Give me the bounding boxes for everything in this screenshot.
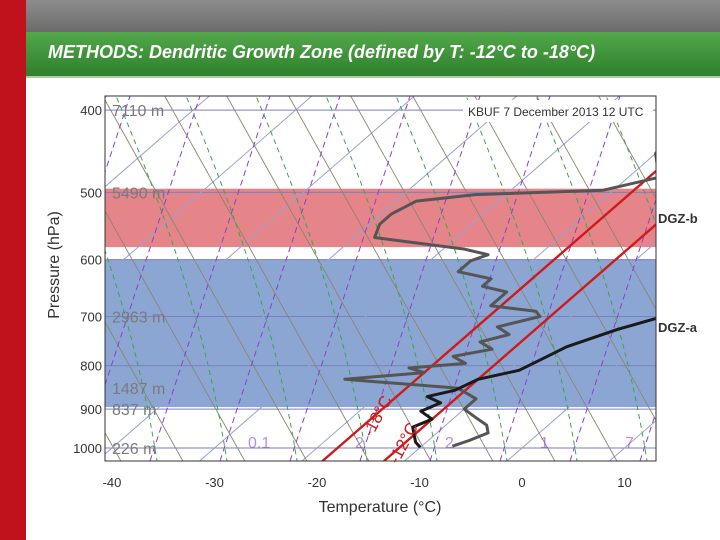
height-label: 7110 m (112, 103, 164, 120)
pressure-label-bg (60, 399, 104, 419)
dry-adiabat-line (105, 320, 184, 461)
mixing-ratio-line (219, 96, 341, 461)
moist-adiabat-line (105, 248, 158, 461)
x-axis-label: Temperature (°C) (319, 499, 442, 516)
chart-title-box (463, 100, 653, 122)
isotherm-minus12-line (382, 222, 656, 461)
pressure-label-bg (60, 438, 104, 457)
pressure-label-bg (60, 182, 104, 202)
isotherm-line (506, 330, 656, 461)
moist-adiabat-line (185, 96, 298, 461)
pressure-tick-label: 700 (80, 309, 102, 324)
temperature-trace (411, 316, 656, 449)
moist-adiabat-line (650, 36, 720, 481)
dry-adiabat-line (226, 96, 432, 461)
pressure-tick-label: 500 (80, 185, 102, 200)
dry-adiabat-line (412, 96, 618, 461)
pressure-label-bg (60, 249, 104, 269)
height-label: 226 m (112, 441, 156, 458)
pressure-tick-label: 600 (80, 253, 102, 268)
mixing-ratio-line (105, 96, 131, 174)
mixing-ratio-line (359, 96, 481, 461)
isotherm-line (105, 96, 313, 277)
slide-title: METHODS: Dendritic Growth Zone (defined … (48, 42, 596, 62)
mixing-ratio-line (710, 96, 720, 461)
isotherm-line (198, 96, 621, 461)
x-tick-label: -40 (103, 475, 122, 490)
isotherm-line (105, 96, 518, 455)
pressure-label-bg (60, 355, 104, 375)
mixing-ratio-label: 0.1 (248, 435, 270, 452)
mixing-ratio-line (289, 96, 411, 461)
dry-adiabat-line (105, 210, 246, 461)
plot-frame (104, 95, 657, 462)
pressure-tick-label: 400 (80, 103, 102, 118)
mixing-ratio-label: 1 (540, 435, 549, 452)
dry-adiabat-line (474, 96, 656, 422)
x-tick-label: -20 (308, 475, 327, 490)
moist-adiabat-line (115, 96, 228, 461)
dry-adiabat-line (105, 99, 308, 461)
moist-adiabat-line (395, 96, 508, 461)
mixing-ratio-label: 2 (445, 435, 454, 452)
pressure-label-bg (60, 306, 104, 326)
dry-adiabat-line (350, 96, 556, 461)
mixing-ratio-line (499, 96, 621, 461)
height-label: 5490 m (112, 185, 165, 202)
dry-adiabat-line (536, 96, 656, 311)
title-bar: METHODS: Dendritic Growth Zone (defined … (26, 32, 720, 78)
dry-adiabat-line (288, 96, 494, 461)
mixing-ratio-line (569, 197, 656, 461)
height-label: 837 m (112, 402, 156, 419)
zone-label: DGZ-a (658, 320, 698, 335)
x-tick-label: 0 (518, 475, 525, 490)
isotherm-minus18-line (320, 169, 656, 461)
dry-adiabat-line (0, 16, 8, 481)
zone-band (105, 259, 656, 408)
side-accent-bar (0, 0, 26, 540)
height-label: 2963 m (112, 309, 165, 326)
mixing-ratio-label: 2 (355, 435, 364, 452)
pressure-tick-label: 900 (80, 402, 102, 417)
moist-adiabat-line (0, 36, 20, 481)
top-strip (26, 0, 720, 32)
mixing-ratio-line (149, 96, 271, 461)
height-label: 1487 m (112, 381, 165, 398)
zone-label: DGZ-b (658, 211, 698, 226)
y-axis-label: Pressure (hPa) (46, 211, 63, 319)
mixing-ratio-line (105, 96, 201, 387)
x-tick-label: 10 (617, 475, 631, 490)
isotherm-line (105, 96, 211, 188)
isotherm-line (706, 91, 720, 466)
pressure-label-bg (60, 100, 104, 120)
isotherm-line (0, 91, 10, 466)
dry-adiabat-line (164, 96, 370, 461)
moist-adiabat-line (255, 96, 368, 461)
moist-adiabat-line (325, 96, 438, 461)
pressure-tick-label: 800 (80, 359, 102, 374)
x-tick-label: -30 (205, 475, 224, 490)
dewpoint-trace (343, 150, 656, 448)
mixing-ratio-label: 7 (625, 435, 634, 452)
chart-title: KBUF 7 December 2013 12 UTC (468, 105, 644, 119)
x-tick-label: -10 (410, 475, 429, 490)
pressure-tick-label: 1000 (73, 441, 102, 456)
